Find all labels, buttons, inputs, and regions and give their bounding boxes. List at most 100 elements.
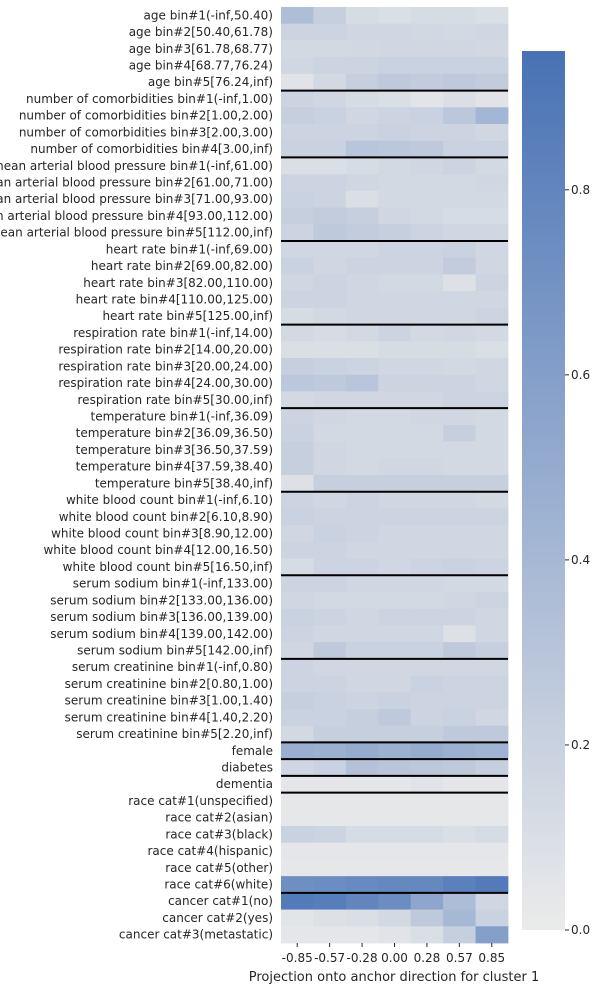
heatmap-cell [410,391,444,409]
heatmap-cell [345,7,379,25]
heatmap-cell [410,408,444,426]
heatmap-cell [378,73,412,91]
heatmap-cell [410,341,444,359]
row-label: diabetes [221,761,273,775]
heatmap-cell [475,525,509,543]
heatmap-cell [378,374,412,392]
row-label: race cat#6(white) [164,878,273,892]
heatmap-cell [378,909,412,927]
heatmap-cell [410,475,444,493]
heatmap-cell [345,475,379,493]
heatmap-cell [281,307,314,325]
heatmap-cell [443,274,476,292]
x-tick-label: 0.00 [381,951,408,965]
row-label: age bin#4[68.77,76.24) [129,59,273,73]
heatmap-cell [410,207,444,225]
heatmap-cell [345,341,379,359]
heatmap-cell [410,775,444,793]
x-tick-label: 0.85 [478,951,505,965]
heatmap-cell [443,241,476,259]
heatmap-cell [475,592,509,610]
row-label: race cat#5(other) [165,861,273,875]
heatmap-cell [443,625,476,643]
heatmap-cell [281,809,314,827]
heatmap-cell [281,525,314,543]
heatmap-cell [313,57,347,75]
heatmap-cell [443,725,476,743]
heatmap-cell [475,876,509,894]
row-label: mean arterial blood pressure bin#1(-inf,… [0,159,273,173]
x-tick-label: 0.57 [446,951,473,965]
heatmap-cell [378,692,412,710]
heatmap-cell [410,224,444,242]
heatmap-cell [475,391,509,409]
heatmap-cell [281,358,314,376]
heatmap-cell [281,124,314,142]
heatmap-cell [281,224,314,242]
heatmap-cell [345,742,379,760]
heatmap-cell [378,575,412,593]
heatmap-cell [443,508,476,526]
heatmap-cell [313,775,347,793]
heatmap-cell [378,124,412,142]
heatmap-cell [410,157,444,175]
heatmap-cell [345,90,379,108]
row-label: serum sodium bin#2[133.00,136.00) [50,593,273,607]
heatmap-cell [443,124,476,142]
heatmap-cell [378,57,412,75]
heatmap-cell [378,642,412,660]
heatmap-cell [378,859,412,877]
heatmap-cell [345,358,379,376]
heatmap-cell [475,291,509,309]
heatmap-cell [313,374,347,392]
heatmap-cell [410,859,444,877]
heatmap-cell [345,792,379,810]
heatmap-cell [410,675,444,693]
heatmap-cell [313,508,347,526]
heatmap-cell [410,558,444,576]
heatmap-cell [281,140,314,158]
heatmap-cell [475,608,509,626]
row-label: serum creatinine bin#3[1.00,1.40) [65,694,273,708]
heatmap-cell [313,892,347,910]
heatmap-cell [443,458,476,476]
row-label: mean arterial blood pressure bin#5[112.0… [0,226,273,240]
heatmap-cell [410,541,444,559]
heatmap-cell [378,608,412,626]
heatmap-cell [475,358,509,376]
heatmap-cell [410,792,444,810]
heatmap-cell [378,926,412,944]
row-label: dementia [216,777,273,791]
heatmap-cell [378,224,412,242]
heatmap-cell [313,759,347,777]
heatmap-cell [475,408,509,426]
heatmap-cell [281,374,314,392]
heatmap-cell [475,458,509,476]
heatmap-cell [475,842,509,860]
heatmap-cell [443,307,476,325]
row-label: race cat#3(black) [165,827,273,841]
heatmap-cell [281,592,314,610]
heatmap-cell [475,40,509,58]
heatmap-cell [443,23,476,41]
colorbar-gradient [522,51,565,930]
row-label: number of comorbidities bin#2[1.00,2.00) [19,109,273,123]
heatmap-cell [410,57,444,75]
heatmap-cell [281,508,314,526]
row-label: female [232,744,273,758]
row-label: temperature bin#3[36.50,37.59) [76,443,273,457]
heatmap-cell [378,358,412,376]
x-tick-labels: -0.85 -0.57 -0.28 0.00 0.28 0.57 0.85 [282,943,505,965]
heatmap-cell [443,658,476,676]
heatmap-cell [345,307,379,325]
row-label: mean arterial blood pressure bin#3[71.00… [0,192,273,206]
heatmap-cell [345,257,379,275]
heatmap-cell [281,257,314,275]
row-label: cancer cat#3(metastatic) [119,928,273,942]
heatmap-cell [475,73,509,91]
row-label: heart rate bin#5[125.00,inf) [102,309,273,323]
heatmap-cell [378,892,412,910]
heatmap-cell [281,642,314,660]
heatmap-cell [410,909,444,927]
